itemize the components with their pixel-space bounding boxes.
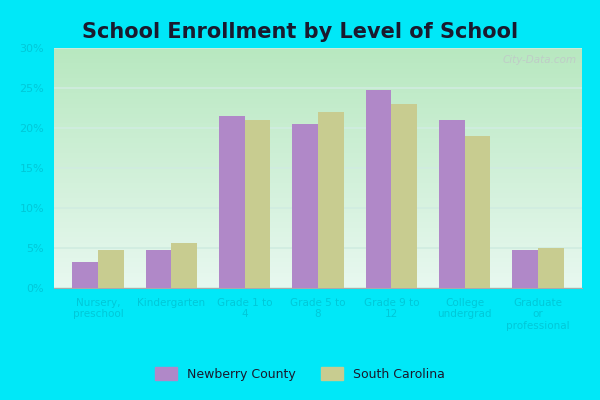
Bar: [245, 120, 271, 288]
Bar: [464, 136, 490, 288]
Bar: [439, 120, 464, 288]
Bar: [512, 250, 538, 288]
Text: City-Data.com: City-Data.com: [503, 55, 577, 65]
Bar: [73, 262, 98, 288]
Bar: [219, 116, 245, 288]
Bar: [146, 250, 172, 288]
Bar: [292, 124, 318, 288]
Bar: [318, 112, 344, 288]
Bar: [98, 250, 124, 288]
Text: School Enrollment by Level of School: School Enrollment by Level of School: [82, 22, 518, 42]
Bar: [538, 248, 563, 288]
Bar: [391, 104, 417, 288]
Bar: [365, 90, 391, 288]
Bar: [172, 243, 197, 288]
Legend: Newberry County, South Carolina: Newberry County, South Carolina: [149, 362, 451, 386]
